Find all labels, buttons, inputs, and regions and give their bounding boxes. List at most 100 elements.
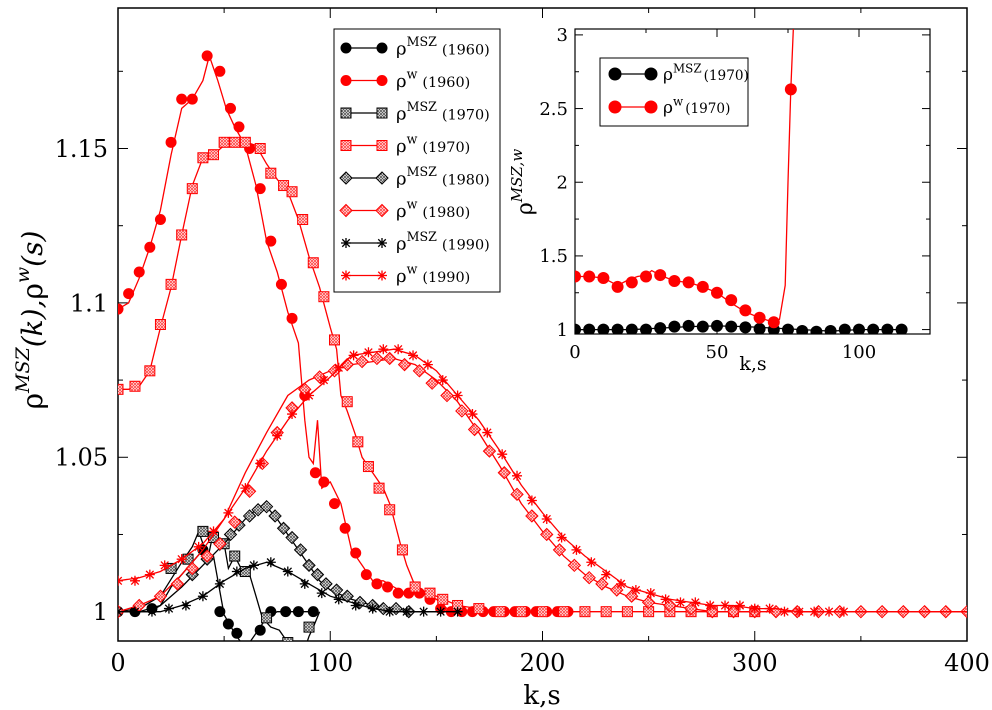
main-data-point [341, 396, 353, 408]
main-x-tick-label: 0 [110, 649, 125, 677]
inset-data-point [784, 83, 797, 96]
main-data-point [239, 136, 251, 148]
inset-data-point [640, 323, 652, 334]
inset-legend-item: ρMSZ (1970) [608, 61, 749, 85]
main-data-point [567, 558, 582, 573]
main-data-point [144, 365, 156, 377]
main-y-tick-label: 1 [93, 598, 108, 626]
main-legend-label: ρMSZ(1970) [396, 99, 490, 124]
main-data-point [340, 589, 354, 603]
main-data-point [397, 357, 412, 372]
inset-legend-marker [644, 100, 658, 114]
inset-legend-label: ρMSZ (1970) [663, 61, 749, 85]
inset-data-point [810, 325, 823, 334]
main-data-point [318, 375, 329, 386]
main-y-tick-label: 1.05 [55, 444, 108, 472]
inset-data-point [725, 294, 738, 307]
main-data-point [286, 312, 298, 324]
inset-data-point [782, 323, 794, 334]
main-data-point [384, 606, 395, 617]
main-series-w-1970-ff0000 [118, 136, 761, 618]
main-x-tick-label: 100 [307, 649, 353, 677]
main-data-point [159, 560, 170, 571]
main-legend-marker [340, 75, 352, 86]
inset-series-w-1970-ff0000 [575, 29, 797, 329]
inset-data-point [696, 320, 709, 333]
main-data-point [352, 436, 364, 448]
main-data-point [233, 121, 245, 133]
main-data-point [409, 581, 421, 593]
main-data-point [455, 404, 469, 418]
main-data-point [297, 214, 309, 226]
inset-y-label-rho: ρ [513, 202, 538, 215]
main-data-point [197, 152, 209, 164]
y-label-msz: MSZ [12, 346, 34, 393]
inset-data-point [881, 323, 894, 334]
main-data-point [224, 102, 236, 114]
main-data-point [318, 291, 330, 303]
main-data-point [350, 547, 362, 559]
main-legend-marker [341, 270, 351, 281]
main-data-point [401, 606, 412, 617]
inset-legend-item: ρw (1970) [608, 94, 730, 118]
inset-y-tick-label: 1.5 [539, 246, 568, 267]
main-data-point [259, 499, 274, 514]
main-legend-label: ρMSZ(1960) [396, 34, 490, 59]
main-data-point [408, 350, 419, 361]
main-legend-item: ρMSZ(1980) [339, 164, 490, 189]
main-legend-marker [339, 171, 353, 185]
main-data-point [165, 136, 177, 148]
inset-data-point [753, 322, 766, 334]
main-data-point [228, 515, 242, 529]
main-data-point [118, 383, 124, 395]
inset-data-point [611, 280, 624, 293]
main-data-point [749, 603, 760, 614]
main-legend-marker [375, 203, 389, 218]
main-legend-label: ρMSZ(1990) [396, 229, 490, 254]
main-legend-item: ρMSZ(1960) [340, 34, 490, 59]
inset-data-point [668, 274, 681, 287]
main-data-point [208, 526, 219, 537]
main-data-point [373, 482, 385, 494]
main-axes: 0 100 200 300 400 1 1.05 1.1 1.15 [55, 8, 990, 677]
main-data-point [163, 603, 174, 614]
inset-x-axis-label: k,s [739, 353, 766, 375]
svg-text:ρMSZ(k),ρw(s): ρMSZ(k),ρw(s) [12, 231, 49, 410]
main-data-point [705, 604, 720, 619]
inset-data-point [597, 323, 610, 334]
inset-data-point [867, 323, 880, 334]
inset-data-point [668, 320, 681, 333]
inset-data-point [739, 304, 752, 317]
inset-data-point [824, 325, 837, 334]
inset-data-point [753, 311, 766, 324]
main-data-point [376, 601, 391, 616]
main-data-point [540, 527, 554, 542]
main-data-point [367, 603, 378, 614]
main-data-point [310, 567, 325, 582]
main-data-point [146, 606, 157, 617]
main-legend-item: ρw(1990) [341, 262, 470, 287]
main-data-point [734, 600, 745, 611]
main-data-point [282, 637, 294, 641]
inset-legend-box [599, 57, 749, 127]
main-data-point [176, 229, 188, 241]
main-data-point [355, 354, 369, 369]
main-data-point [214, 65, 226, 77]
main-legend-marker [375, 171, 389, 185]
inset-legend-marker [608, 100, 622, 114]
main-legend-marker [376, 107, 388, 119]
inset-y-axis-label: ρMSZ,w [508, 149, 538, 215]
main-data-point [641, 595, 656, 610]
inset-axes: 0 50 100 1 1.5 2 2.5 3 [539, 25, 930, 363]
inset-data-point [711, 286, 723, 299]
main-data-point [293, 543, 308, 557]
inset-data-point [767, 316, 780, 329]
main-data-point [265, 167, 277, 179]
main-data-point [275, 278, 287, 290]
main-data-point [452, 606, 463, 617]
inset-legend-marker [644, 67, 658, 81]
main-data-point [824, 606, 835, 617]
inset-legend: ρMSZ (1970) ρw (1970) [608, 61, 749, 118]
main-data-point [129, 606, 140, 617]
main-data-point [558, 606, 570, 618]
